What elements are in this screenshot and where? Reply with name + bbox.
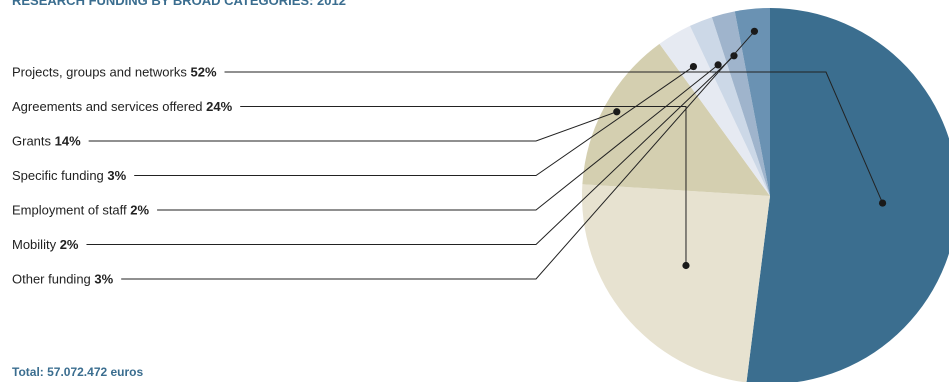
slice-percent: 24% xyxy=(206,99,232,114)
slice-label: Mobility 2% xyxy=(12,237,79,252)
leader-dot xyxy=(689,62,698,71)
slice-percent: 2% xyxy=(130,203,149,218)
slice-percent: 52% xyxy=(190,65,216,80)
leader-line xyxy=(240,106,687,266)
leader-dot xyxy=(730,52,738,60)
leader-dot xyxy=(682,261,690,270)
slice-name: Agreements and services offered xyxy=(12,99,206,114)
slice-labels: Projects, groups and networks 52% Agreeme… xyxy=(12,27,887,287)
leader-dot xyxy=(878,199,887,207)
pie-slice xyxy=(746,8,949,382)
leader-line xyxy=(134,66,694,176)
slice-label: Agreements and services offered 24% xyxy=(12,99,233,114)
slice-name: Specific funding xyxy=(12,168,107,183)
slice-label: Other funding 3% xyxy=(12,272,114,287)
slice-name: Other funding xyxy=(12,272,94,287)
leader-line xyxy=(86,55,735,245)
slice-name: Mobility xyxy=(12,237,60,252)
slice-name: Grants xyxy=(12,134,55,149)
pie-slice xyxy=(689,17,770,197)
leader-dot xyxy=(750,27,759,35)
slice-label: Grants 14% xyxy=(12,134,81,149)
chart-title: RESEARCH FUNDING BY BROAD CATEGORIES: 20… xyxy=(12,0,346,8)
slice-name: Employment of staff xyxy=(12,203,130,218)
leader-dot xyxy=(714,61,722,69)
leader-dot xyxy=(613,108,621,116)
slice-percent: 2% xyxy=(60,237,79,252)
slice-label: Projects, groups and networks 52% xyxy=(12,65,217,80)
leader-line xyxy=(157,64,719,211)
slice-percent: 3% xyxy=(107,168,126,183)
slice-label: Specific funding 3% xyxy=(12,168,127,183)
slice-label: Employment of staff 2% xyxy=(12,203,149,218)
leader-line xyxy=(121,30,755,280)
pie-slice xyxy=(582,184,770,382)
slice-percent: 14% xyxy=(55,134,81,149)
pie-slice xyxy=(734,8,770,196)
leader-line xyxy=(88,111,617,142)
pie-slice xyxy=(711,11,770,196)
pie-slices xyxy=(582,8,949,382)
pie-slice xyxy=(659,25,770,196)
slice-percent: 3% xyxy=(94,272,113,287)
total-label: Total: 57.072.472 euros xyxy=(12,365,144,379)
slice-name: Projects, groups and networks xyxy=(12,65,190,80)
leader-line xyxy=(224,71,884,204)
